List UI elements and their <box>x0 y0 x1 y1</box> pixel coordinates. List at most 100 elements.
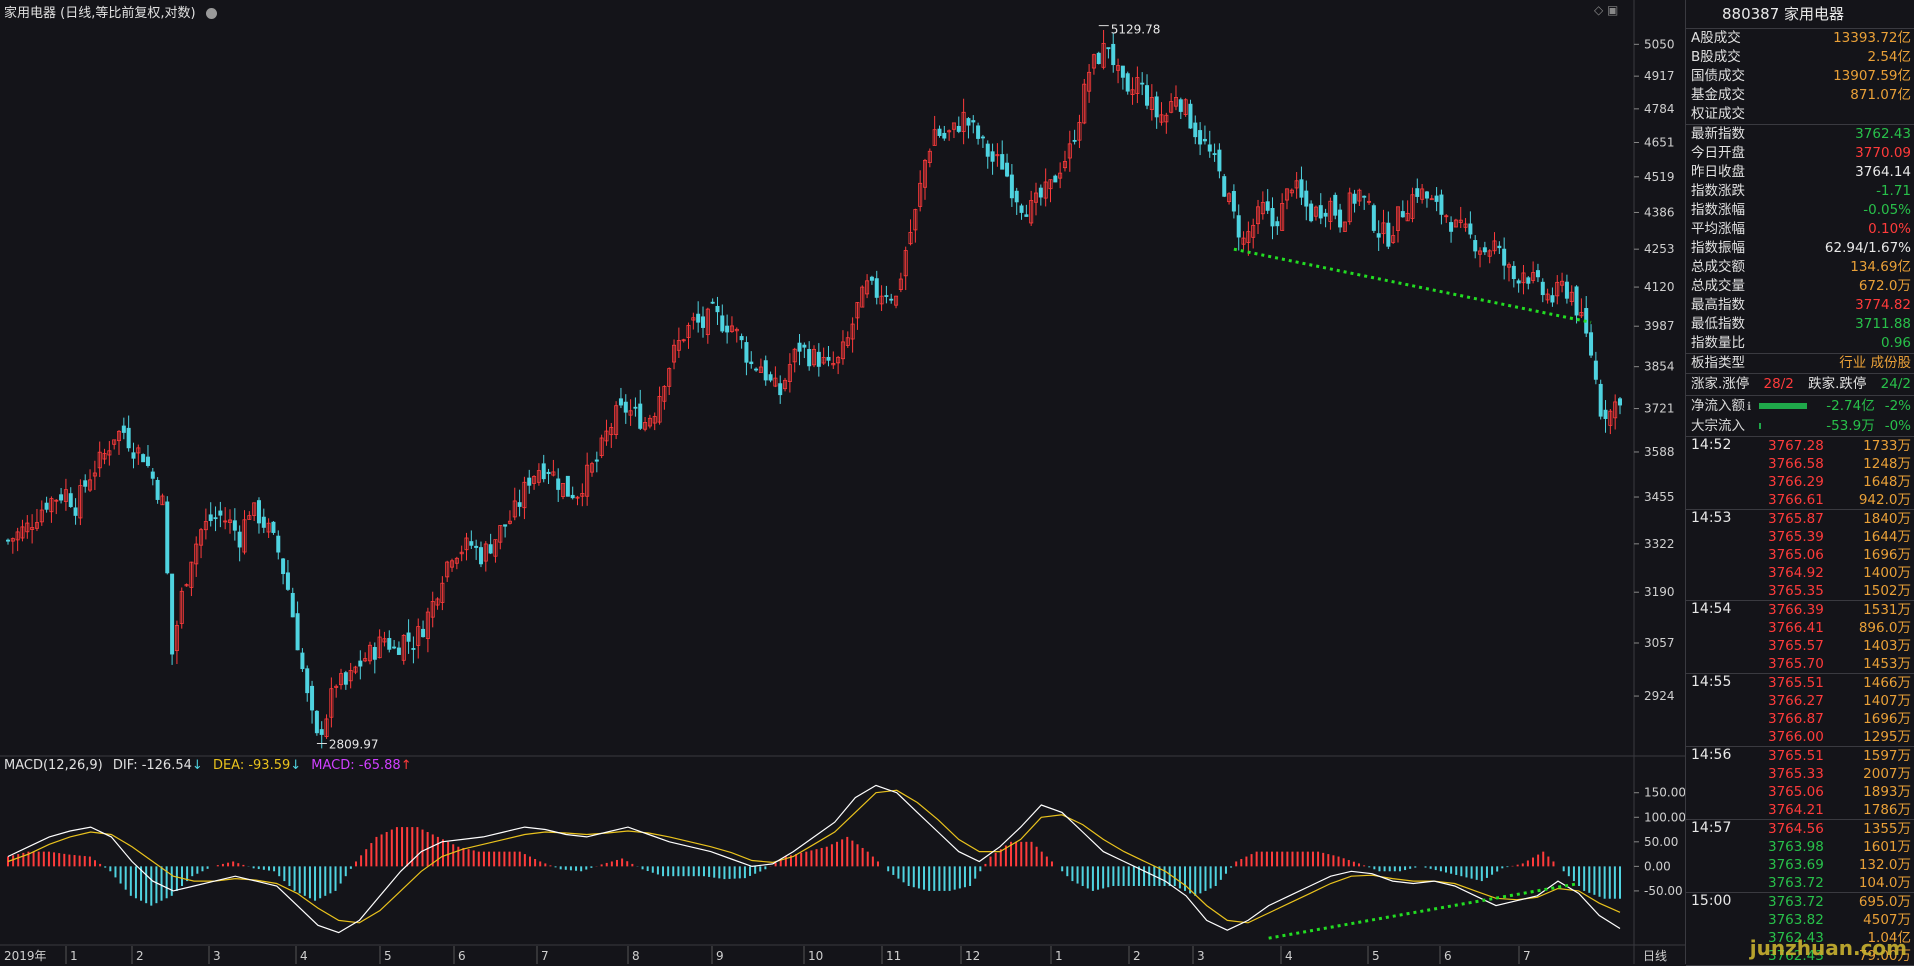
candle-body <box>1034 192 1039 203</box>
macd-indicator-label[interactable]: MACD(12,26,9) <box>4 758 103 773</box>
time-tick-label: 8 <box>632 949 640 963</box>
tick-price: 3766.58 <box>1768 456 1824 472</box>
candle-body <box>300 652 305 670</box>
tick-price: 3764.56 <box>1768 821 1824 837</box>
tick-row: 3765.35 1502万 <box>1686 582 1914 600</box>
tick-volume: 104.0万 <box>1858 875 1911 891</box>
candle-body <box>1082 83 1087 124</box>
candle-body <box>1270 208 1275 227</box>
candle-body <box>208 514 213 521</box>
dif-arrow: ↓ <box>191 758 203 773</box>
price-tick-label: 3057 <box>1644 636 1675 650</box>
time-tick-label: 3 <box>1197 949 1205 963</box>
tick-row: 3764.21 1786万 <box>1686 801 1914 819</box>
candle-body <box>556 478 561 490</box>
candle-body <box>696 313 701 323</box>
candle-body <box>1449 222 1454 232</box>
candle-body <box>942 132 947 139</box>
time-tick-label: 5 <box>1372 949 1380 963</box>
candle-body <box>792 348 797 363</box>
candle-body <box>797 342 802 352</box>
candle-body <box>44 502 49 510</box>
time-tick-label: 4 <box>1285 949 1293 963</box>
candle-body <box>667 368 672 387</box>
tick-price: 3767.28 <box>1768 438 1824 454</box>
candle-body <box>49 498 54 513</box>
down-limit-value: 24/2 <box>1880 376 1911 392</box>
candle-body <box>898 278 903 290</box>
candle-body <box>821 357 826 364</box>
kline-chart[interactable]: 5050491747844651451943864253412039873854… <box>0 0 1685 964</box>
candle-body <box>1593 360 1598 380</box>
candle-body <box>1391 235 1396 243</box>
time-tick-label: 2 <box>1133 949 1141 963</box>
dea-value: DEA: -93.59 <box>212 758 291 773</box>
candle-body <box>1289 189 1294 194</box>
candle-body <box>976 125 981 139</box>
chart-area[interactable]: 5050 4917 4784 4651 4519 4386 4253 4120 3987 3854… <box>0 0 1685 964</box>
period-label[interactable]: 日线 <box>1643 949 1667 963</box>
flow-bar <box>1759 423 1761 429</box>
flow-row: 大宗流入 -53.9万 -0% <box>1686 416 1914 436</box>
candle-body <box>1193 122 1198 138</box>
stat-value: 871.07亿 <box>1850 87 1911 103</box>
candle-body <box>1376 233 1381 238</box>
candle-body <box>1526 277 1531 284</box>
candle-body <box>725 325 730 333</box>
candle-body <box>541 463 546 480</box>
candle-body <box>1381 222 1386 235</box>
tick-time: 14:54 <box>1691 601 1732 617</box>
candle-body <box>276 535 281 553</box>
candle-body <box>662 386 667 402</box>
candle-body <box>150 471 155 479</box>
price-tick-label: 5050 <box>1644 37 1675 51</box>
quote-row: 今日开盘 3770.09 <box>1686 144 1914 163</box>
candle-body <box>1106 47 1111 50</box>
candle-body <box>787 364 792 382</box>
info-icon[interactable]: ℹ <box>1747 399 1752 413</box>
quote-value: 672.0万 <box>1858 278 1911 294</box>
candle-body <box>575 496 580 499</box>
candle-body <box>141 454 146 463</box>
candle-body <box>97 451 102 469</box>
candle-body <box>1241 237 1246 245</box>
candle-body <box>1101 42 1106 68</box>
stat-row: 基金成交 871.07亿 <box>1686 86 1914 105</box>
flow-bar <box>1759 403 1808 409</box>
candle-body <box>435 598 440 606</box>
quote-value: 62.94/1.67% <box>1824 240 1911 256</box>
tick-list[interactable]: 14:52 3767.28 1733万 3766.58 1248万 3766.29 1648… <box>1686 437 1914 966</box>
candle-body <box>1613 401 1618 419</box>
board-type-value[interactable]: 行业 成份股 <box>1839 355 1911 371</box>
macd-tick-label: -50.00 <box>1644 884 1683 898</box>
candle-body <box>218 510 223 516</box>
tick-row: 3766.41 896.0万 <box>1686 619 1914 637</box>
candle-body <box>136 447 141 454</box>
tick-price: 3766.27 <box>1768 693 1824 709</box>
candle-body <box>831 362 836 366</box>
candle-body <box>672 344 677 363</box>
quote-row: 总成交量 672.0万 <box>1686 277 1914 296</box>
dea-arrow: ↓ <box>290 758 302 773</box>
candle-body <box>1400 211 1405 218</box>
candle-body <box>1318 205 1323 219</box>
time-tick-label: 7 <box>541 949 549 963</box>
candle-body <box>102 453 107 460</box>
settings-icon[interactable] <box>205 8 217 19</box>
candle-body <box>1096 52 1101 65</box>
tick-row: 3762.43 79.00万 <box>1686 947 1914 965</box>
candle-body <box>1492 240 1497 252</box>
candle-body <box>850 323 855 340</box>
tick-volume: 942.0万 <box>1858 492 1911 508</box>
candle-body <box>372 646 377 660</box>
macd-tick-label: 150.00 <box>1644 786 1685 800</box>
window-icons[interactable]: ◇ ▣ <box>1594 3 1619 17</box>
macd-tick-label: 100.00 <box>1644 810 1685 824</box>
tick-time: 14:53 <box>1691 510 1732 526</box>
flow-pct: -0% <box>1884 418 1911 434</box>
candle-body <box>232 520 237 531</box>
candle-body <box>228 519 233 523</box>
quote-row: 最高指数 3774.82 <box>1686 296 1914 315</box>
stat-label: 基金成交 <box>1691 87 1745 103</box>
candle-body <box>1395 206 1400 231</box>
